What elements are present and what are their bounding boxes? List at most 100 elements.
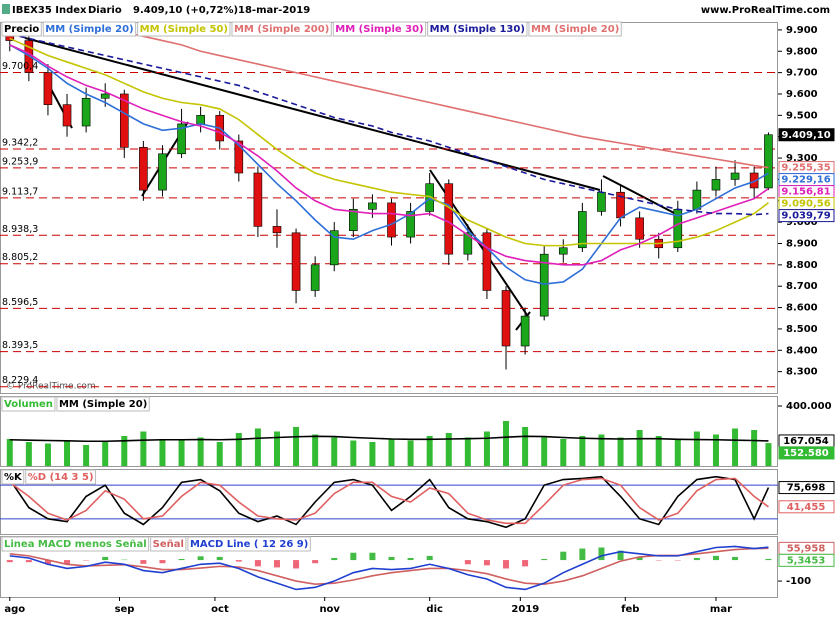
last-value-label: 75,698 <box>787 483 826 494</box>
header-source: www.ProRealTime.com <box>701 5 830 16</box>
legend-label: MM (Simple 50) <box>140 24 228 35</box>
legend-label: MM (Simple 200) <box>234 24 329 35</box>
y-tick-label: 9.700 <box>786 68 818 79</box>
candle-body <box>764 134 773 189</box>
header-date: 18-mar-2019 <box>238 5 310 16</box>
candle-body <box>711 179 721 191</box>
histogram-bar <box>464 560 471 565</box>
candle-body <box>62 104 72 127</box>
level-label: 8.596,5 <box>2 297 38 308</box>
y-tick-label: 8.600 <box>786 303 818 314</box>
histogram-bar <box>636 556 643 561</box>
header-period: Diario <box>88 5 122 16</box>
histogram-bar <box>235 560 242 562</box>
legend-box <box>1 536 150 552</box>
histogram-bar <box>312 560 319 564</box>
legend-label: MM (Simple 20) <box>59 399 147 410</box>
x-tick-label: sep <box>115 604 135 615</box>
candle-body <box>368 202 377 210</box>
histogram-bar <box>765 558 772 561</box>
volume-bar <box>636 430 643 466</box>
trend-line <box>602 175 677 215</box>
legend-box <box>1 396 56 412</box>
histogram-bar <box>483 560 490 566</box>
candle-body <box>520 315 530 347</box>
histogram-bar <box>560 551 567 561</box>
legend-box <box>1 469 25 485</box>
volume-bar <box>598 434 605 466</box>
x-tick-label: oct <box>211 604 229 615</box>
volume-bar <box>178 440 185 466</box>
volume-bar <box>254 428 261 466</box>
volume-bar <box>464 437 471 466</box>
level-label: 9.342,2 <box>2 138 38 149</box>
legend-box <box>42 21 137 37</box>
volume-bar <box>350 440 357 466</box>
candle-body <box>196 115 205 125</box>
histogram-bar <box>44 560 51 565</box>
last-value-label: 55,958 <box>787 543 826 554</box>
candle-body <box>578 211 587 249</box>
histogram-bar <box>503 560 510 569</box>
candle-body <box>234 140 244 174</box>
line-series <box>9 44 769 266</box>
x-tick-label: 2019 <box>511 604 539 615</box>
last-value-label: 9.090,56 <box>781 199 830 210</box>
header-title: IBEX35 Index <box>12 5 87 16</box>
volume-bar <box>445 433 452 466</box>
volume-bar <box>216 442 223 466</box>
y-tick-label: 8.400 <box>786 345 818 356</box>
line-series <box>9 545 769 591</box>
legend-box <box>528 21 622 37</box>
histogram-bar <box>6 560 13 563</box>
volume-bar <box>483 431 490 466</box>
volume-bar <box>712 434 719 466</box>
histogram-bar <box>617 550 624 561</box>
histogram-bar <box>407 557 414 561</box>
last-value-label: 9.255,35 <box>781 163 830 174</box>
histogram-bar <box>197 556 204 561</box>
candle-body <box>329 230 339 266</box>
legend-label: %K <box>4 472 23 483</box>
histogram-bar <box>159 560 166 564</box>
volume-bar <box>121 436 128 466</box>
legend-box <box>187 536 311 552</box>
candle-body <box>692 189 702 210</box>
last-value-box <box>778 553 835 567</box>
icon <box>2 4 10 14</box>
volume-bar <box>503 421 510 466</box>
candle-body <box>387 202 396 238</box>
histogram-bar <box>541 559 548 561</box>
candle-body <box>635 217 644 240</box>
last-value-label: 5,3453 <box>787 555 826 566</box>
volume-bar <box>579 436 586 466</box>
legend-box <box>332 21 427 37</box>
y-tick-label: 9.000 <box>786 217 818 228</box>
legend-box <box>231 21 332 37</box>
volume-bar <box>674 439 681 466</box>
volume-bar <box>751 430 758 466</box>
volume-bar <box>655 436 662 466</box>
histogram-bar <box>693 557 700 561</box>
line-series <box>9 33 769 216</box>
candle-body <box>749 172 759 189</box>
last-value-label: 167.054 <box>783 436 829 447</box>
line-series <box>9 37 769 247</box>
panel-plot <box>0 22 778 388</box>
volume-bar <box>197 437 204 466</box>
volume-bar <box>102 442 109 466</box>
volume-bar <box>6 439 13 466</box>
volume-bar <box>732 428 739 466</box>
candle-body <box>81 97 91 127</box>
candle-body <box>310 264 320 291</box>
x-tick-label: nov <box>319 604 340 615</box>
level-label: 8.229,4 <box>2 375 38 386</box>
candle-body <box>463 232 473 255</box>
volume-bar <box>25 442 32 466</box>
volume-bar <box>693 431 700 466</box>
y-tick-label: 9.800 <box>786 46 818 57</box>
level-label: 8.805,2 <box>2 252 38 263</box>
stochastic-panel <box>0 469 778 535</box>
candle-body <box>558 247 568 255</box>
histogram-bar <box>64 560 71 565</box>
